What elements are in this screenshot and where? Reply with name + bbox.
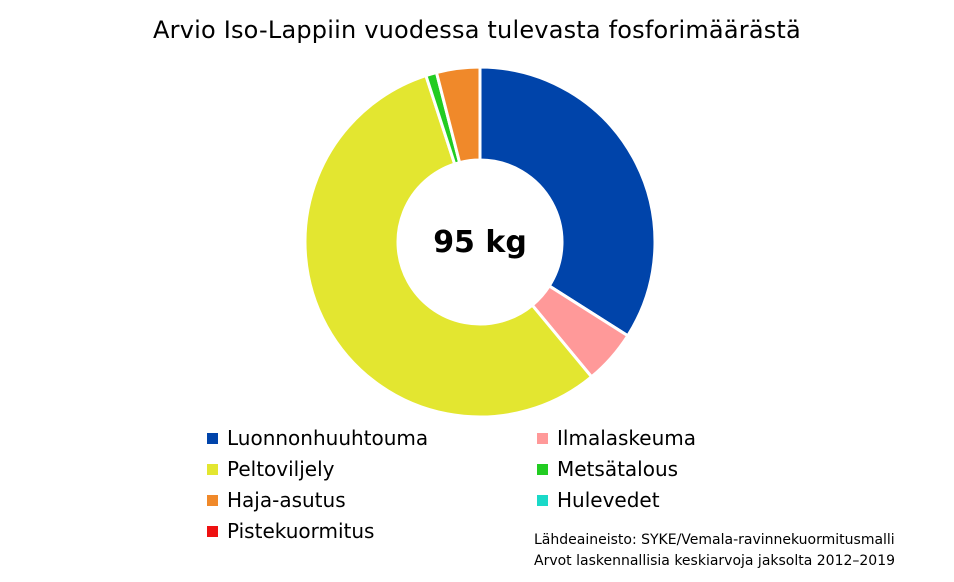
legend-label: Ilmalaskeuma — [557, 426, 697, 450]
legend-item: Metsätalous — [537, 457, 678, 481]
donut-slices — [303, 65, 657, 419]
slice-haja-asutus — [434, 65, 482, 165]
legend-label: Hulevedet — [557, 488, 660, 512]
source-note: Lähdeaineisto: SYKE/Vemala-ravinnekuormi… — [534, 530, 895, 572]
legend-swatch — [207, 432, 218, 444]
source-line-1: Lähdeaineisto: SYKE/Vemala-ravinnekuormi… — [534, 532, 895, 548]
legend-swatch — [207, 525, 218, 537]
legend-label: Pistekuormitus — [227, 519, 375, 543]
legend-item: Pistekuormitus — [207, 519, 374, 543]
legend-label: Luonnonhuuhtouma — [227, 426, 429, 450]
legend-label: Peltoviljely — [227, 457, 335, 481]
legend-item: Luonnonhuuhtouma — [207, 426, 428, 450]
legend-swatch — [207, 463, 218, 475]
legend-label: Metsätalous — [557, 457, 679, 481]
source-line-2: Arvot laskennallisia keskiarvoja jaksolt… — [534, 553, 896, 569]
legend-swatch — [537, 432, 548, 444]
legend-swatch — [207, 494, 218, 506]
legend-item: Ilmalaskeuma — [537, 426, 696, 450]
legend-item: Peltoviljely — [207, 457, 335, 481]
legend-swatch — [537, 463, 548, 475]
legend-label: Haja-asutus — [227, 488, 346, 512]
legend-item: Hulevedet — [537, 488, 660, 512]
chart-title: Arvio Iso-Lappiin vuodessa tulevasta fos… — [153, 16, 801, 44]
legend-item: Haja-asutus — [207, 488, 346, 512]
center-total-label: 95 kg — [433, 225, 527, 260]
slice-peltoviljely — [303, 73, 594, 419]
slice-luonnonhuuhtouma — [478, 65, 657, 338]
legend-swatch — [537, 494, 548, 506]
